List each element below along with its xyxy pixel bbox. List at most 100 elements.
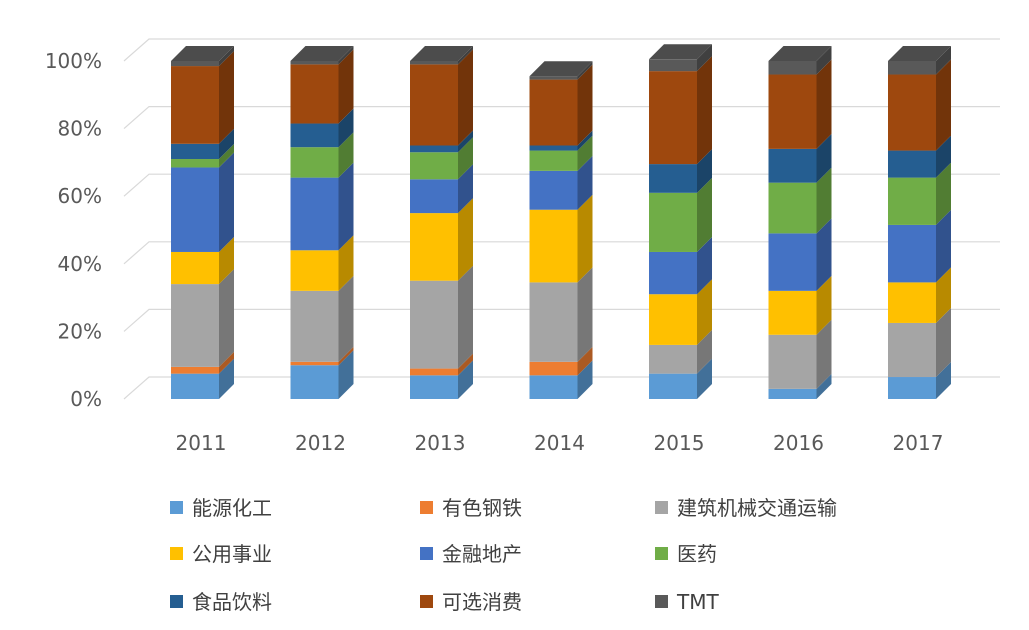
bar-segment-side <box>577 360 593 399</box>
bar-segment <box>410 61 458 65</box>
bar-stack-2012 <box>290 46 354 399</box>
bar-segment-side <box>697 44 712 72</box>
legend-label: 食品饮料 <box>192 590 272 614</box>
bar-segment <box>649 373 697 399</box>
bar-segment-side <box>816 59 832 149</box>
bar-stack-2015 <box>649 44 712 399</box>
bar-segment-side <box>458 137 473 180</box>
x-tick-label: 2013 <box>415 431 466 455</box>
bar-segment <box>649 294 697 345</box>
bar-segment <box>171 251 219 285</box>
bars <box>171 44 951 399</box>
gridline <box>123 308 1000 332</box>
legend-label: 能源化工 <box>192 496 272 520</box>
bar-segment-side <box>816 319 832 389</box>
bar-segment-side <box>458 49 473 146</box>
legend-label: 可选消费 <box>442 590 522 614</box>
bar-segment <box>410 179 458 214</box>
legend-label: 有色钢铁 <box>442 496 522 520</box>
bar-segment <box>410 152 458 180</box>
bar-segment <box>649 164 697 193</box>
bar-segment-side <box>936 46 951 75</box>
bar-segment-side <box>458 353 473 376</box>
bar-segment-side <box>697 279 712 345</box>
bar-top <box>649 44 712 60</box>
bar-segment-side <box>816 218 832 291</box>
bar-segment-side <box>219 152 234 252</box>
legend-swatch <box>170 501 183 514</box>
bar-segment <box>888 322 936 378</box>
bar-segment-side <box>219 236 234 285</box>
bar-top <box>171 46 234 61</box>
bar-segment-side <box>458 360 473 399</box>
x-tick-label: 2015 <box>654 431 705 455</box>
bar-segment-side <box>338 49 354 124</box>
legend-swatch <box>420 595 433 608</box>
bar-segment <box>888 150 936 178</box>
bar-segment-side <box>219 128 234 160</box>
bar-segment <box>290 123 339 148</box>
bar-segment <box>410 375 458 399</box>
bar-segment <box>768 290 817 335</box>
legend-label: TMT <box>676 590 719 614</box>
legend-swatch <box>655 595 668 608</box>
bar-segment <box>290 250 339 291</box>
bar-segment-side <box>697 358 712 399</box>
legend-swatch <box>655 547 668 560</box>
legend-swatch <box>170 595 183 608</box>
bar-segment <box>410 368 458 376</box>
legend-label: 医药 <box>677 542 717 566</box>
y-tick-label: 80% <box>58 117 102 141</box>
bar-segment <box>410 145 458 153</box>
bar-segment-side <box>338 162 354 251</box>
bar-segment <box>529 282 578 362</box>
bar-segment <box>768 74 817 149</box>
bar-segment-side <box>577 130 593 151</box>
bar-segment-side <box>816 133 832 183</box>
bar-segment <box>290 290 339 362</box>
bar-segment <box>410 280 458 369</box>
bar-segment <box>171 167 219 252</box>
legend-swatch <box>420 501 433 514</box>
bar-segment <box>649 344 697 374</box>
y-tick-label: 60% <box>58 184 102 208</box>
legend-label: 公用事业 <box>192 542 272 566</box>
bar-segment <box>410 64 458 146</box>
legend-item: 食品饮料 <box>170 590 272 614</box>
legend-item: 有色钢铁 <box>420 496 522 520</box>
bar-stack-2014 <box>529 61 593 399</box>
bar-segment-side <box>697 236 712 295</box>
x-tick-label: 2011 <box>176 431 227 455</box>
legend-item: 建筑机械交通运输 <box>655 496 837 520</box>
bar-segment-side <box>219 144 234 168</box>
bar-segment <box>171 66 219 144</box>
gridline <box>123 241 1000 265</box>
bar-segment <box>529 209 578 283</box>
gridlines <box>123 38 1000 400</box>
y-tick-label: 0% <box>70 387 102 411</box>
bar-segment <box>649 71 697 165</box>
bar-segment <box>768 61 817 75</box>
bar-top <box>529 61 593 77</box>
bar-segment <box>768 148 817 183</box>
bar-segment-side <box>936 209 951 283</box>
bar-segment <box>768 233 817 291</box>
bar-segment <box>529 170 578 210</box>
bar-segment <box>171 159 219 168</box>
bar-segment <box>649 192 697 252</box>
bar-segment <box>410 213 458 281</box>
bar-segment <box>888 224 936 283</box>
bar-segment <box>888 61 936 75</box>
y-axis-tick-labels: 0% 20% 40% 60% 80% 100% <box>45 49 102 411</box>
bar-segment-side <box>338 350 354 399</box>
bar-segment <box>888 377 936 399</box>
y-tick-label: 100% <box>45 49 102 73</box>
bar-segment <box>171 284 219 367</box>
bar-segment-side <box>816 275 832 335</box>
legend-item: 可选消费 <box>420 590 522 614</box>
legend-swatch <box>170 547 183 560</box>
bar-segment-side <box>338 346 354 366</box>
bar-segment-side <box>219 46 234 67</box>
